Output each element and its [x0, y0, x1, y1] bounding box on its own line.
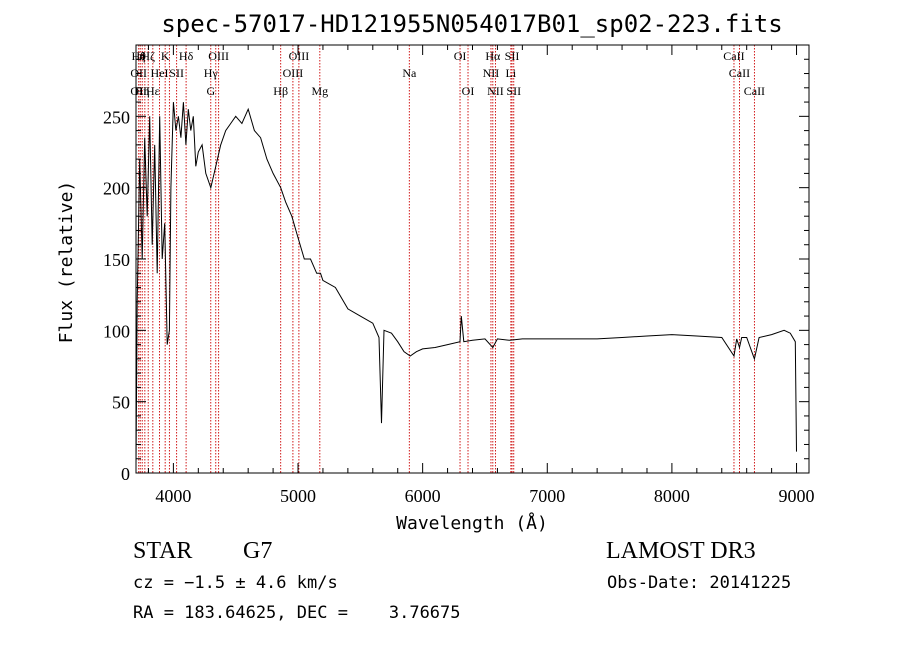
marker-label: OIII — [208, 49, 229, 63]
x-tick-label: 5000 — [280, 486, 316, 506]
x-axis-label: Wavelength (Å) — [396, 512, 548, 534]
x-tick-label: 4000 — [155, 486, 191, 506]
marker-label: Hθ — [132, 49, 147, 63]
marker-label: Hα — [485, 49, 501, 63]
marker-label: Mg — [311, 84, 328, 98]
marker-label: SII — [169, 66, 184, 80]
marker-label: SII — [506, 84, 521, 98]
marker-label: HeI — [151, 66, 169, 80]
marker-label: Li — [506, 66, 517, 80]
marker-label: Hδ — [179, 49, 194, 63]
marker-label: SII — [505, 49, 520, 63]
marker-label: OIII — [289, 49, 310, 63]
redshift-text: cz = −1.5 ± 4.6 km/s — [133, 573, 338, 593]
chart-title: spec-57017-HD121955N054017B01_sp02-223.f… — [161, 10, 782, 38]
marker-label: K — [161, 49, 170, 63]
object-subclass: G7 — [243, 538, 273, 564]
marker-lines — [138, 45, 755, 473]
marker-label: CaII — [744, 84, 765, 98]
marker-label: OII — [130, 84, 147, 98]
marker-label: Hγ — [204, 66, 219, 80]
marker-label: CaII — [729, 66, 750, 80]
y-axis: 0 50 100 150 200 250 — [103, 58, 809, 484]
x-tick-label: 9000 — [779, 486, 815, 506]
y-tick-label: 50 — [112, 393, 130, 413]
marker-label: OI — [462, 84, 475, 98]
y-tick-label: 200 — [103, 179, 130, 199]
obs-date: Obs-Date: 20141225 — [607, 573, 792, 593]
marker-label: Na — [402, 66, 417, 80]
y-axis-label: Flux (relative) — [56, 181, 77, 344]
y-tick-label: 150 — [103, 250, 130, 270]
y-tick-label: 250 — [103, 107, 130, 127]
object-type: STAR — [133, 538, 193, 564]
x-tick-label: 8000 — [654, 486, 690, 506]
x-tick-label: 7000 — [529, 486, 565, 506]
marker-label: NII — [483, 66, 500, 80]
marker-label: NII — [487, 84, 504, 98]
x-axis: 4000 5000 6000 7000 8000 9000 — [147, 45, 815, 506]
marker-label: OIII — [283, 66, 304, 80]
marker-label: Hε — [146, 84, 160, 98]
marker-labels: HθOIIOIIηHηHζHεHeIKSIIHδHγGOIIIHβOIIIOII… — [130, 49, 765, 98]
y-tick-label: 100 — [103, 321, 130, 341]
marker-label: OI — [454, 49, 467, 63]
coordinates: RA = 183.64625, DEC = 3.76675 — [133, 603, 461, 623]
marker-label: Hζ — [141, 49, 155, 63]
marker-label: G — [206, 84, 215, 98]
spectrum-line — [135, 102, 797, 466]
x-tick-label: 6000 — [405, 486, 441, 506]
y-tick-label: 0 — [121, 464, 130, 484]
marker-label: OII — [130, 66, 147, 80]
marker-label: η — [139, 49, 145, 63]
plot-frame — [135, 44, 810, 474]
survey-label: LAMOST DR3 — [606, 538, 756, 564]
marker-label: CaII — [723, 49, 744, 63]
marker-label: Hβ — [273, 84, 288, 98]
